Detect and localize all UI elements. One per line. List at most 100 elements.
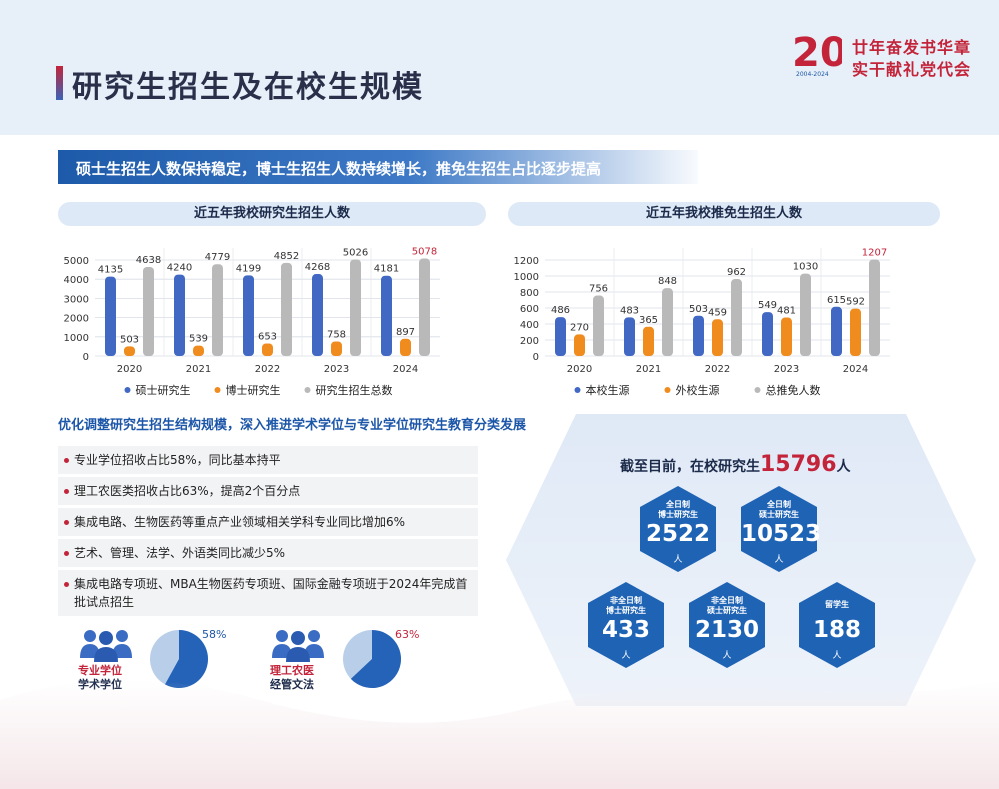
hexagon-badge-icon	[799, 582, 875, 668]
bar	[693, 315, 704, 356]
enrollment-summary: 截至目前，在校研究生15796人	[620, 452, 851, 477]
bar	[312, 274, 323, 356]
data-label: 4181	[374, 264, 399, 275]
hexagon-badge-icon	[689, 582, 765, 668]
data-label: 653	[258, 331, 277, 342]
bar	[193, 345, 204, 356]
pie2-label-primary: 理工农医	[270, 664, 314, 677]
hexagon-badge-icon	[640, 486, 716, 572]
bar	[419, 258, 430, 356]
bar	[400, 338, 411, 356]
bar	[350, 259, 361, 356]
data-label: 503	[689, 304, 708, 315]
legend-label: 博士研究生	[226, 383, 281, 397]
bar	[262, 343, 273, 356]
badge-fulltime-master: 全日制 硕士研究生 10523 人	[741, 486, 821, 572]
badge-parttime-master: 非全日制 硕士研究生 2130 人	[689, 582, 765, 668]
y-tick-label: 400	[520, 320, 539, 331]
bar	[850, 308, 861, 356]
badge-unit: 人	[673, 555, 683, 565]
badge-line1: 全日制	[666, 500, 690, 509]
x-tick-label: 2021	[636, 364, 661, 375]
data-label: 486	[551, 305, 570, 316]
legend-label: 外校生源	[676, 383, 720, 397]
logo-mark-sub: 2004-2024	[796, 71, 829, 78]
bar	[124, 346, 135, 356]
legend-marker	[124, 387, 131, 393]
logo-slogan-line2: 实干献礼党代会	[852, 60, 972, 79]
bar	[800, 273, 811, 356]
legend-marker	[214, 387, 221, 393]
data-label: 756	[589, 284, 608, 295]
pie2-pct: 63%	[395, 628, 420, 641]
bar	[712, 319, 723, 356]
x-tick-label: 2023	[324, 364, 349, 375]
badge-line1: 全日制	[767, 500, 791, 509]
badge-unit: 人	[722, 651, 732, 661]
pie-slice-primary	[165, 630, 208, 688]
page-title: 研究生招生及在校生规模	[72, 70, 424, 105]
legend-marker	[574, 387, 581, 393]
data-label: 4638	[136, 255, 161, 266]
bar	[381, 275, 392, 356]
data-label: 549	[758, 300, 777, 311]
bar	[331, 341, 342, 356]
logo-mark-text: 20	[792, 30, 842, 76]
data-label: 481	[777, 306, 796, 317]
bar	[831, 306, 842, 356]
y-tick-label: 1000	[64, 333, 89, 344]
x-tick-label: 2022	[255, 364, 280, 375]
y-tick-label: 1200	[514, 256, 539, 267]
pie1-chart	[150, 630, 208, 688]
badge-unit: 人	[774, 555, 784, 565]
legend-label: 总推免人数	[766, 383, 821, 397]
badge-international: 留学生 188 人	[799, 582, 875, 668]
badge-value: 433	[601, 617, 650, 643]
badge-value: 2130	[694, 617, 759, 643]
y-tick-label: 0	[533, 352, 539, 363]
bar	[781, 317, 792, 356]
data-label: 503	[120, 334, 139, 345]
data-label: 1207	[862, 247, 887, 258]
y-tick-label: 4000	[64, 275, 89, 286]
badge-line2: 博士研究生	[658, 510, 698, 519]
data-label: 5078	[412, 247, 437, 258]
data-label: 615	[827, 295, 846, 306]
bar	[869, 259, 880, 356]
bar	[643, 326, 654, 356]
data-label: 365	[639, 315, 658, 326]
subtitle-band	[58, 150, 698, 184]
bar	[281, 262, 292, 356]
bullet-item: 理工农医类招收占比63%，提高2个百分点	[58, 477, 478, 505]
bar	[762, 312, 773, 356]
badge-value: 2522	[645, 521, 710, 547]
data-label: 459	[708, 307, 727, 318]
data-label: 270	[570, 322, 589, 333]
data-label: 483	[620, 305, 639, 316]
bar	[174, 274, 185, 356]
data-label: 897	[396, 327, 415, 338]
badge-line2: 博士研究生	[606, 606, 646, 615]
data-label: 848	[658, 276, 677, 287]
legend-marker	[754, 387, 761, 393]
x-tick-label: 2024	[843, 364, 868, 375]
people-group-icon	[272, 630, 324, 662]
hexagon-badge-icon	[741, 486, 817, 572]
x-tick-label: 2020	[117, 364, 142, 375]
data-label: 592	[846, 297, 865, 308]
anniversary-logo-icon: 20 2004-2024	[792, 30, 842, 78]
y-tick-label: 200	[520, 336, 539, 347]
bar	[212, 264, 223, 356]
data-label: 4268	[305, 262, 330, 273]
pie-slice-primary	[350, 630, 401, 688]
legend-label: 研究生招生总数	[316, 383, 393, 397]
badge-unit: 人	[621, 651, 631, 661]
bullets-title: 优化调整研究生招生结构规模，深入推进学术学位与专业学位研究生教育分类发展	[58, 418, 527, 433]
data-label: 5026	[343, 248, 368, 259]
x-tick-label: 2023	[774, 364, 799, 375]
bullet-item: 集成电路、生物医药等重点产业领域相关学科专业同比增加6%	[58, 508, 478, 536]
bar	[731, 279, 742, 356]
enrollment-unit: 人	[836, 459, 851, 475]
legend-label: 硕士研究生	[136, 383, 191, 397]
